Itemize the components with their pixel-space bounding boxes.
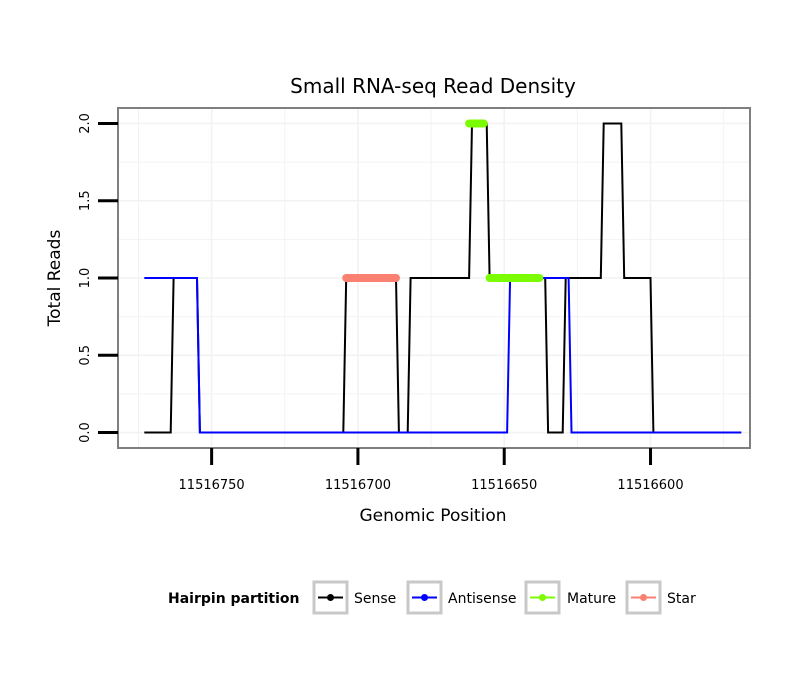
x-tick-label: 11516750 — [179, 478, 245, 493]
y-tick-label: 0.5 — [78, 345, 93, 366]
x-axis: 11516750 11516700 11516650 11516600 — [179, 448, 684, 493]
y-tick-label: 0.0 — [78, 422, 93, 443]
y-tick-label: 1.0 — [78, 268, 93, 289]
legend-title: Hairpin partition — [168, 591, 299, 607]
chart-title: Small RNA-seq Read Density — [290, 74, 576, 98]
legend-key-point-antisense — [421, 594, 428, 601]
y-tick-label: 2.0 — [78, 113, 93, 134]
y-tick-label: 1.5 — [78, 190, 93, 211]
y-axis-label: Total Reads — [45, 230, 65, 328]
y-axis: 0.0 0.5 1.0 1.5 2.0 — [78, 113, 118, 443]
x-axis-label: Genomic Position — [359, 506, 506, 526]
legend-key-point-mature — [539, 594, 546, 601]
legend-label-star: Star — [667, 591, 696, 607]
x-tick-label: 11516700 — [325, 478, 391, 493]
legend-key-point-star — [640, 594, 647, 601]
legend-label-sense: Sense — [354, 591, 396, 607]
x-tick-label: 11516650 — [471, 478, 537, 493]
legend-label-mature: Mature — [567, 591, 616, 607]
legend-label-antisense: Antisense — [448, 591, 517, 607]
series-line-antisense — [144, 277, 742, 434]
series-layer — [144, 119, 742, 434]
legend: Hairpin partition Sense Antisense Mature St… — [168, 580, 696, 615]
legend-key-point-sense — [327, 594, 334, 601]
x-tick-label: 11516600 — [617, 478, 683, 493]
